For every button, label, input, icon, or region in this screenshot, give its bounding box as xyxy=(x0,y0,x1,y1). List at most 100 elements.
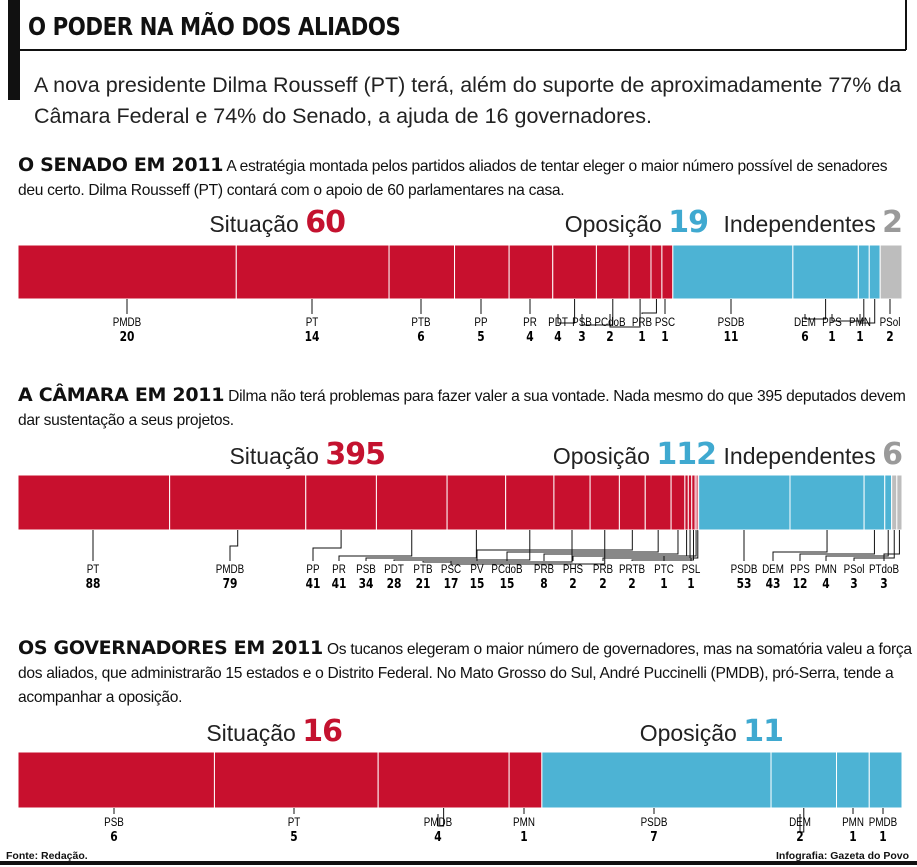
group-name: Oposição xyxy=(639,720,744,746)
bar-segment-pt xyxy=(235,244,390,300)
bar-segment-pp xyxy=(305,474,377,531)
party-label: PMN xyxy=(842,816,864,829)
party-label: PRB xyxy=(632,316,652,329)
party-value: 4 xyxy=(554,329,561,344)
party-value: 1 xyxy=(856,329,863,344)
leader-line xyxy=(229,530,239,561)
bar-segment-dem xyxy=(792,244,859,300)
party-value: 1 xyxy=(661,329,668,344)
party-label: PTdoB xyxy=(869,563,899,576)
party-value: 2 xyxy=(886,329,893,344)
group-label-situacao: Situação 16 xyxy=(206,714,343,749)
party-value: 2 xyxy=(606,329,613,344)
chamber-title: A CÂMARA EM 2011 xyxy=(18,384,225,406)
leader-line xyxy=(450,530,606,565)
party-value: 3 xyxy=(578,329,585,344)
bar-segment-psc xyxy=(589,474,620,531)
party-label: PT xyxy=(87,563,100,576)
bar-segment-pr xyxy=(508,244,554,300)
party-label: PMDB xyxy=(424,816,452,829)
party-label: PSDB xyxy=(731,563,758,576)
group-total: 19 xyxy=(668,205,709,240)
party-value: 2 xyxy=(569,576,576,591)
bar-segment-psol xyxy=(891,474,898,531)
leader-line xyxy=(572,530,688,561)
party-label: PT xyxy=(288,816,301,829)
party-value: 14 xyxy=(305,329,320,344)
party-value: 2 xyxy=(628,576,635,591)
bar-segment-pmn xyxy=(836,751,870,809)
source-note: Fonte: Redação. xyxy=(6,850,88,862)
party-label: PSC xyxy=(441,563,461,576)
leader-line xyxy=(506,530,659,561)
leader-line xyxy=(581,299,614,326)
group-total: 2 xyxy=(882,205,903,240)
party-value: 21 xyxy=(416,576,431,591)
party-label: PMN xyxy=(513,816,535,829)
leader-line xyxy=(690,530,699,561)
party-label: PSDB xyxy=(641,816,668,829)
party-value: 6 xyxy=(110,829,117,844)
leader-line xyxy=(799,530,875,561)
title-bar-accent xyxy=(8,0,20,100)
party-label: PTB xyxy=(411,316,430,329)
party-value: 41 xyxy=(332,576,347,591)
bar-segment-prb xyxy=(650,244,663,300)
bar-segment-dem xyxy=(770,751,838,809)
group-name: Situação xyxy=(206,720,303,746)
party-value: 3 xyxy=(880,576,887,591)
bar-segment-pcdob xyxy=(644,474,672,531)
group-label-oposicao: Oposição 11 xyxy=(639,714,784,749)
party-label: PP xyxy=(474,316,487,329)
leader-line xyxy=(422,530,573,563)
chamber-heading: A CÂMARA EM 2011 Dilma não terá problema… xyxy=(18,383,913,433)
party-label: DEM xyxy=(789,816,811,829)
party-label: PSol xyxy=(880,316,901,329)
leader-line xyxy=(476,530,633,561)
party-value: 6 xyxy=(417,329,424,344)
bar-segment-pdt xyxy=(552,244,597,300)
bar-segment-pps xyxy=(857,244,870,300)
party-label: PCdoB xyxy=(491,563,522,576)
bar-segment-pmdb xyxy=(868,751,903,809)
governors-heading: OS GOVERNADORES EM 2011 Os tucanos elege… xyxy=(18,636,913,710)
party-label: PT xyxy=(306,316,319,329)
bar-segment-psdb xyxy=(541,751,772,809)
bar-segment-psc xyxy=(661,244,674,300)
bar-segment-phs xyxy=(684,474,689,531)
chamber-text: Dilma não terá problemas para fazer vale… xyxy=(18,388,906,429)
bar-segment-ptdob xyxy=(896,474,903,531)
leader-line xyxy=(641,299,657,314)
group-total: 16 xyxy=(302,714,343,749)
party-label: PPS xyxy=(790,563,810,576)
bar-segment-psb xyxy=(446,474,507,531)
party-value: 5 xyxy=(477,329,484,344)
party-value: 3 xyxy=(850,576,857,591)
bar-segment-psdb xyxy=(672,244,794,300)
bar-segment-pmdb xyxy=(169,474,307,531)
leader-line xyxy=(543,530,679,561)
party-value: 17 xyxy=(444,576,459,591)
leader-line xyxy=(831,299,865,322)
bar-segment-psb xyxy=(17,751,215,809)
leader-line xyxy=(772,530,828,561)
party-value: 79 xyxy=(223,576,238,591)
party-label: PMN xyxy=(815,563,837,576)
bar-segment-pps xyxy=(863,474,886,531)
party-value: 2 xyxy=(599,576,606,591)
leader-line xyxy=(393,530,531,561)
party-label: PSL xyxy=(682,563,701,576)
bar-segment-pp xyxy=(454,244,510,300)
party-label: DEM xyxy=(794,316,816,329)
bar-segment-ptb xyxy=(553,474,591,531)
bar-segment-pmdb xyxy=(17,244,237,300)
bar-segment-pcdob xyxy=(628,244,652,300)
party-value: 4 xyxy=(822,576,829,591)
senate-text: A estratégia montada pelos partidos alia… xyxy=(18,158,888,199)
party-label: PRTB xyxy=(619,563,645,576)
group-label-situacao: Situação 60 xyxy=(209,205,346,240)
party-value: 15 xyxy=(470,576,485,591)
leader-line xyxy=(663,530,697,561)
bar-segment-psdb xyxy=(698,474,791,531)
